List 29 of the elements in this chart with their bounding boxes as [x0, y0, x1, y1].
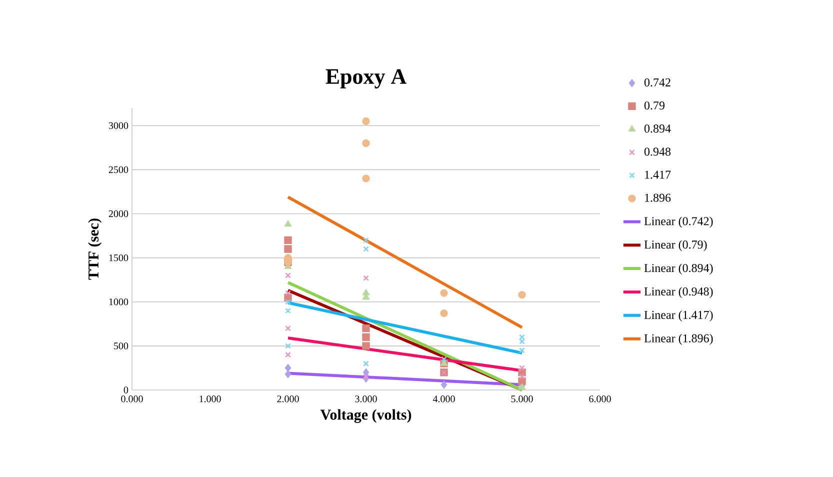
y-tick-label: 1000 — [109, 298, 128, 306]
legend-label: 0.79 — [644, 101, 664, 110]
legend-label: Linear (1.896) — [644, 334, 713, 345]
y-tick-label: 0 — [124, 386, 128, 394]
legend-label: Linear (0.894) — [644, 264, 713, 275]
x-tick-label: 6.000 — [589, 396, 611, 402]
legend-label: 1.896 — [645, 194, 671, 202]
x-axis-title: Voltage (volts) — [320, 409, 412, 423]
legend-label: 0.948 — [644, 148, 671, 156]
legend-label: 1.417 — [645, 170, 671, 179]
legend-label: Linear (0.948) — [644, 287, 713, 298]
legend-label: Linear (0.79) — [644, 240, 707, 252]
legend-label: 0.742 — [644, 78, 670, 87]
legend-label: Linear (0.742) — [644, 216, 713, 228]
y-tick-label: 3000 — [108, 122, 128, 129]
y-tick-label: 2500 — [108, 166, 128, 174]
legend-label: Linear (1.417) — [644, 310, 713, 322]
x-tick-label: 3.000 — [355, 396, 377, 402]
y-tick-label: 1500 — [109, 254, 128, 262]
x-tick-label: 4.000 — [432, 396, 455, 402]
legend-label: 0.894 — [644, 124, 671, 133]
y-tick-label: 2000 — [108, 210, 128, 218]
y-tick-label: 500 — [114, 342, 128, 350]
x-tick-label: 1.000 — [200, 396, 221, 402]
chart-title: Epoxy A — [326, 69, 406, 88]
x-tick-label: 2.000 — [277, 396, 299, 402]
x-tick-label: 5.000 — [511, 396, 533, 402]
x-tick-label: 0.000 — [121, 396, 143, 402]
y-axis-title: TTF (sec) — [88, 218, 102, 280]
